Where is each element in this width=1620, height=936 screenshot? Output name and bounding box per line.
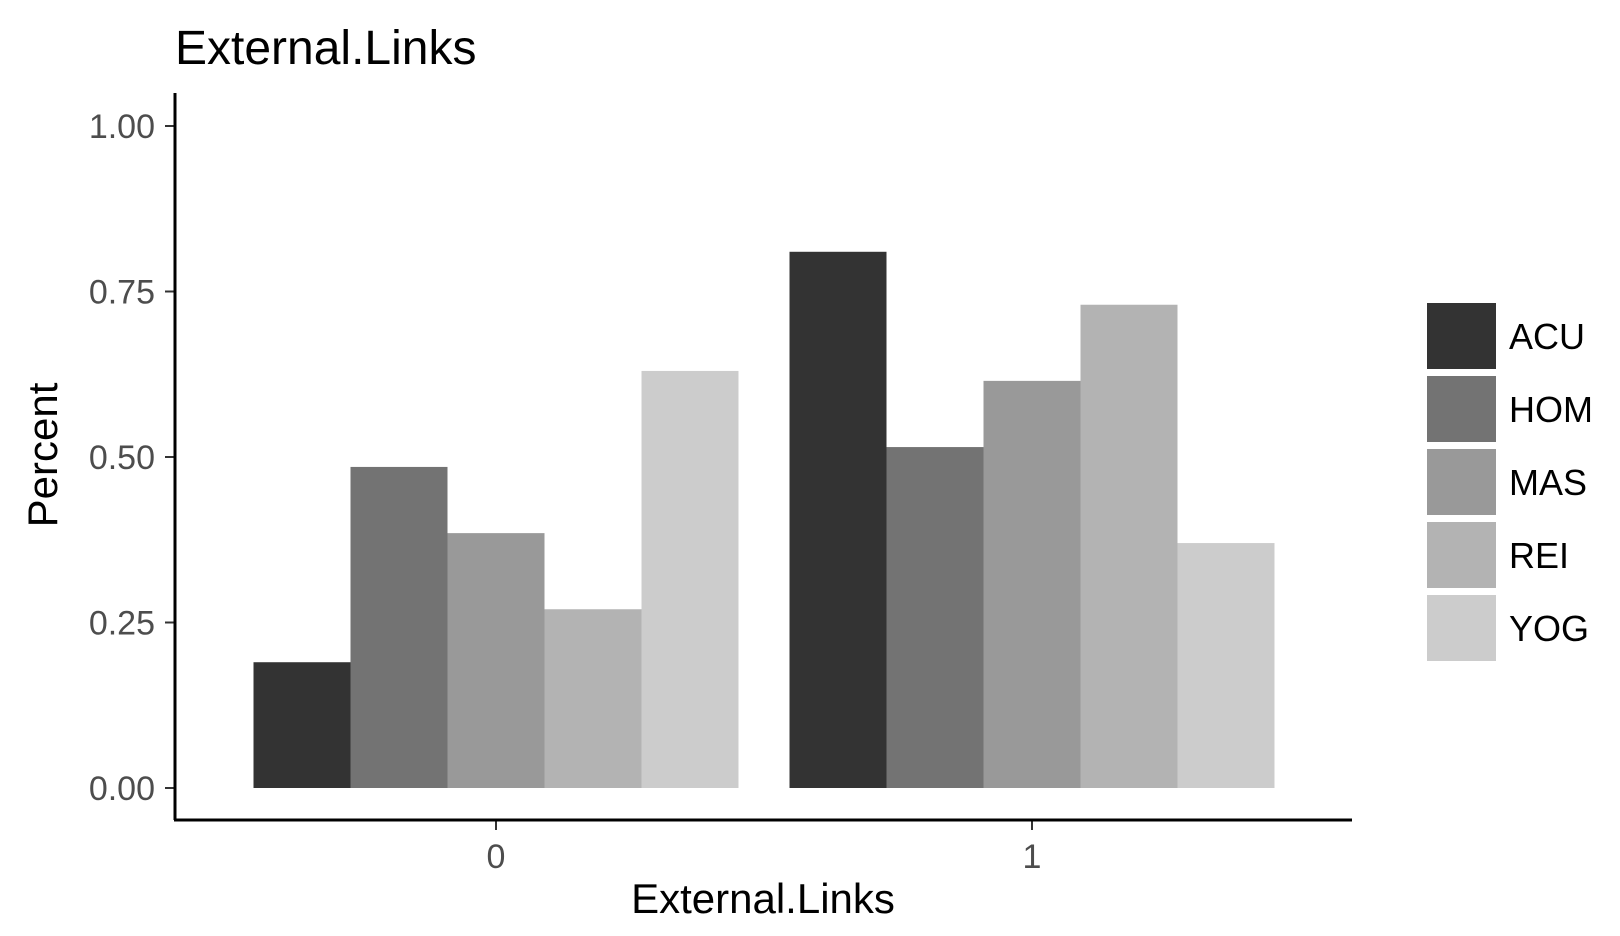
legend-key-hom [1427, 376, 1496, 442]
bar-yog-1 [1177, 543, 1275, 788]
legend-label-mas: MAS [1509, 462, 1587, 503]
bar-yog-0 [641, 370, 739, 788]
bar-rei-0 [544, 609, 642, 788]
legend: ACU HOM MAS REI YOG [1427, 303, 1593, 661]
y-tick-label: 0.50 [89, 439, 155, 477]
x-tick-label: 1 [1023, 838, 1042, 876]
bar-acu-0 [253, 662, 351, 788]
bars [253, 251, 1275, 788]
y-axis-ticks: 0.00 0.25 0.50 0.75 1.00 [89, 108, 175, 808]
x-axis-title: External.Links [631, 875, 895, 922]
bar-acu-1 [789, 251, 887, 788]
bar-hom-1 [886, 447, 984, 788]
x-tick-label: 0 [487, 838, 506, 876]
legend-label-rei: REI [1509, 535, 1569, 576]
legend-key-mas [1427, 449, 1496, 515]
y-tick-label: 0.75 [89, 274, 155, 312]
legend-key-rei [1427, 522, 1496, 588]
bar-mas-1 [983, 380, 1081, 788]
bar-hom-0 [350, 466, 448, 788]
legend-label-hom: HOM [1509, 389, 1593, 430]
legend-key-acu [1427, 303, 1496, 369]
bar-mas-0 [447, 533, 545, 788]
bar-rei-1 [1080, 304, 1178, 788]
legend-label-acu: ACU [1509, 316, 1585, 357]
y-tick-label: 0.25 [89, 605, 155, 643]
y-tick-label: 1.00 [89, 108, 155, 146]
y-tick-label: 0.00 [89, 770, 155, 808]
y-axis-title: Percent [19, 382, 66, 527]
legend-key-yog [1427, 595, 1496, 661]
legend-label-yog: YOG [1509, 608, 1589, 649]
chart-title: External.Links [175, 22, 476, 75]
